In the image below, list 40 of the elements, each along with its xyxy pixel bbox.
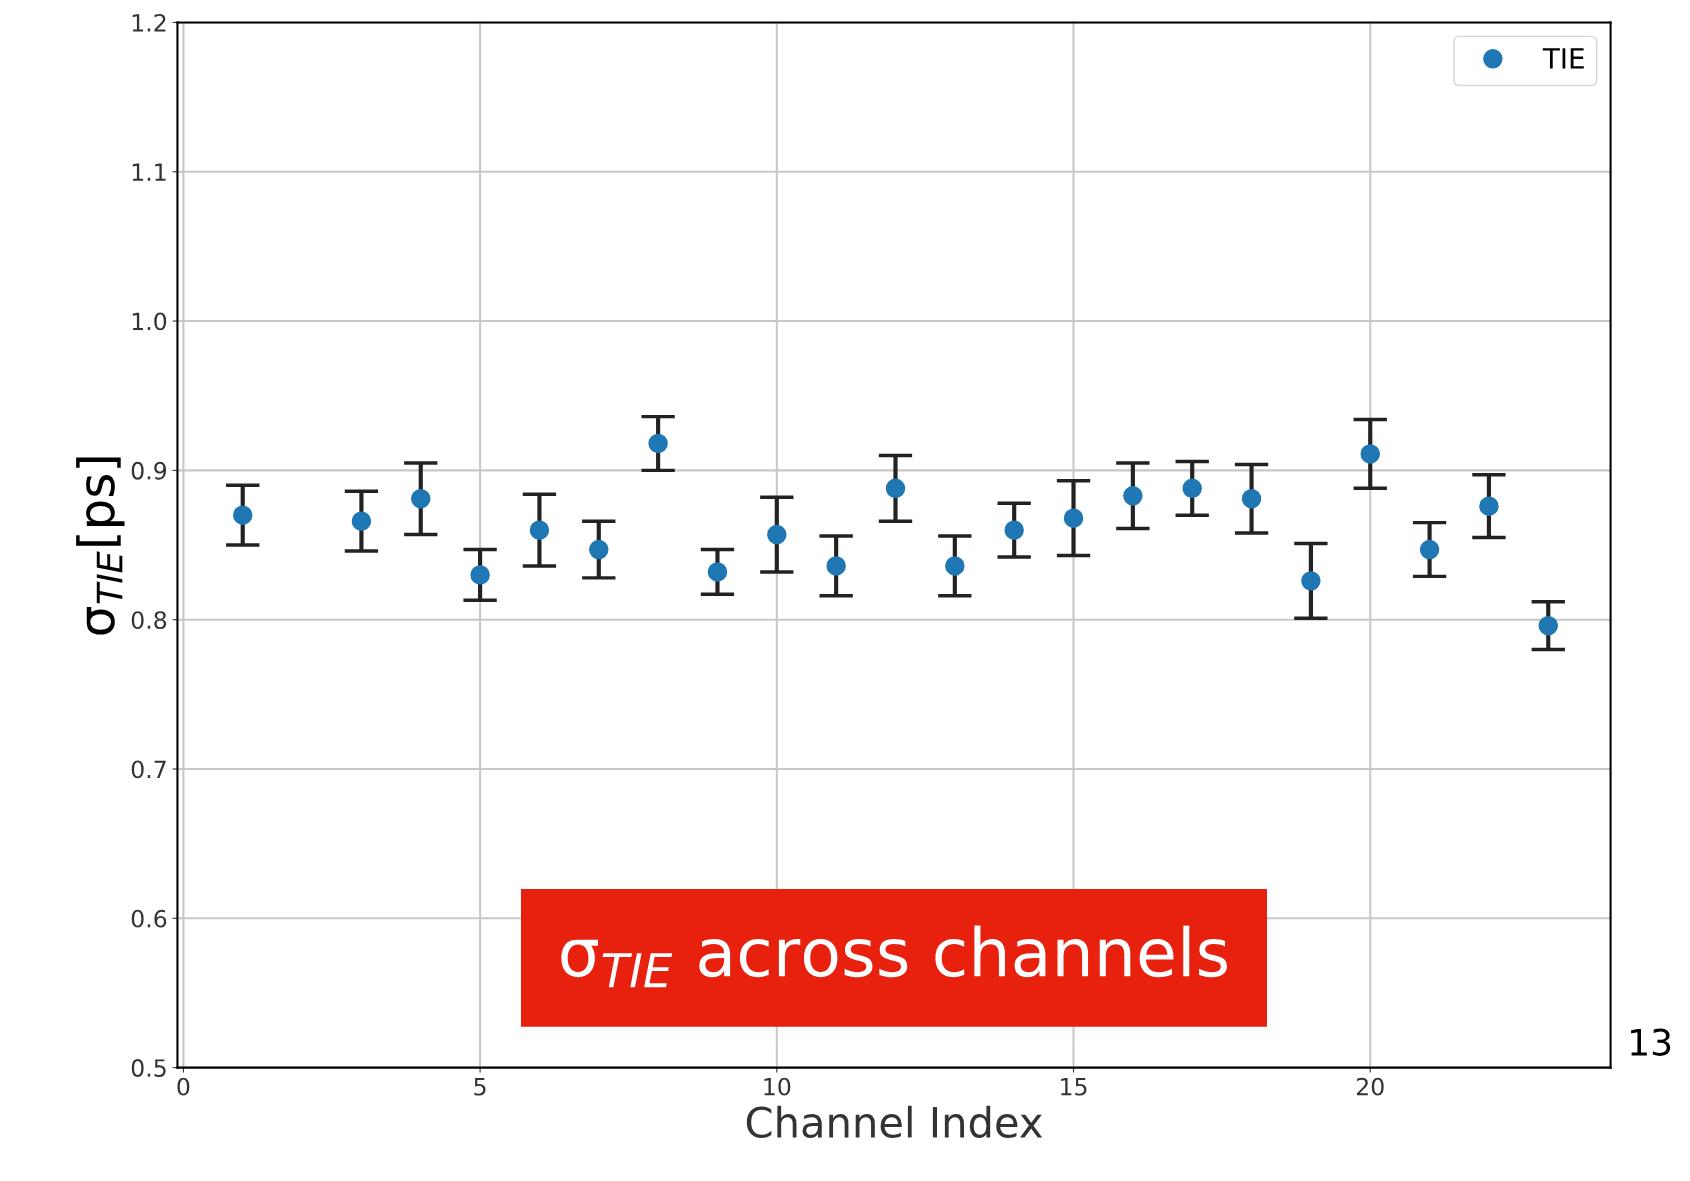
point — [1241, 489, 1262, 509]
x-tick-label: 10 — [764, 1077, 791, 1096]
x-tick-label: 5 — [474, 1078, 486, 1096]
x-tick-label: 15 — [1061, 1078, 1087, 1096]
x-axis-title: Channel Index — [746, 1105, 1043, 1139]
point — [1063, 508, 1084, 528]
point — [945, 556, 965, 576]
x-tick-label: 0 — [177, 1077, 190, 1096]
point — [1360, 444, 1380, 464]
point — [529, 520, 550, 540]
point — [767, 524, 787, 545]
text: 13 — [1631, 1028, 1671, 1056]
point — [1479, 496, 1499, 516]
point — [1004, 520, 1024, 540]
y-tick-label: 1.0 — [132, 312, 167, 331]
point — [885, 478, 906, 499]
y-tick-label: 0.7 — [131, 760, 166, 779]
point — [1538, 615, 1558, 636]
point — [1123, 486, 1143, 506]
y-tick-label: 1.2 — [132, 13, 166, 32]
y-tick-label: 0.6 — [131, 909, 167, 928]
legend-label: TIE — [1542, 48, 1584, 69]
point — [411, 489, 431, 509]
y-tick-label: 0.5 — [131, 1059, 166, 1077]
x-tick-label: 20 — [1356, 1077, 1384, 1096]
point — [826, 556, 846, 576]
point — [351, 511, 372, 531]
y-tick-label: 0.8 — [131, 611, 167, 629]
y-axis-title: σ$_{TIE}$[ps] — [76, 457, 125, 635]
y-tick-label: 1.1 — [132, 163, 166, 181]
point — [589, 539, 609, 560]
annotation: σ$_{TIE}$ across channels — [561, 925, 1227, 988]
point — [648, 433, 668, 454]
point — [707, 562, 728, 582]
point — [1419, 539, 1440, 560]
point — [470, 565, 490, 585]
point — [233, 505, 253, 525]
point — [1182, 478, 1202, 499]
point — [1301, 571, 1321, 591]
y-tick-label: 0.9 — [131, 461, 167, 480]
